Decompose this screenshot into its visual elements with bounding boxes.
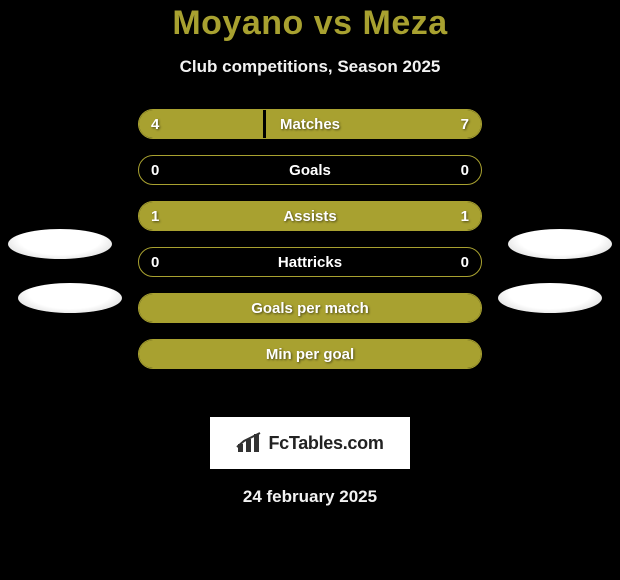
stat-row-goals-per-match: Goals per match — [138, 293, 482, 323]
stat-value-right: 0 — [461, 156, 469, 185]
fctables-logo-text: FcTables.com — [268, 433, 383, 454]
stat-label: Assists — [139, 202, 481, 231]
stat-label: Hattricks — [139, 248, 481, 277]
stats-area: 4 Matches 7 0 Goals 0 1 Assists 1 — [0, 109, 620, 409]
stat-label: Matches — [139, 110, 481, 139]
stat-row-hattricks: 0 Hattricks 0 — [138, 247, 482, 277]
stat-row-min-per-goal: Min per goal — [138, 339, 482, 369]
stat-row-assists: 1 Assists 1 — [138, 201, 482, 231]
fctables-logo: FcTables.com — [236, 432, 383, 454]
player-right-badge-shadow — [508, 229, 612, 259]
stat-row-matches: 4 Matches 7 — [138, 109, 482, 139]
date-line: 24 february 2025 — [0, 487, 620, 507]
player-left-badge-shadow — [8, 229, 112, 259]
page-title: Moyano vs Meza — [0, 4, 620, 43]
stat-row-goals: 0 Goals 0 — [138, 155, 482, 185]
comparison-infographic: Moyano vs Meza Club competitions, Season… — [0, 0, 620, 580]
stat-value-right: 1 — [461, 202, 469, 231]
stat-value-right: 7 — [461, 110, 469, 139]
page-subtitle: Club competitions, Season 2025 — [0, 57, 620, 77]
fctables-logo-box: FcTables.com — [210, 417, 410, 469]
stat-label: Min per goal — [139, 340, 481, 369]
stat-label: Goals — [139, 156, 481, 185]
stat-bars: 4 Matches 7 0 Goals 0 1 Assists 1 — [138, 109, 482, 385]
chart-bars-icon — [236, 432, 262, 454]
stat-value-right: 0 — [461, 248, 469, 277]
player-left-badge-shadow-2 — [18, 283, 122, 313]
player-right-badge-shadow-2 — [498, 283, 602, 313]
stat-label: Goals per match — [139, 294, 481, 323]
